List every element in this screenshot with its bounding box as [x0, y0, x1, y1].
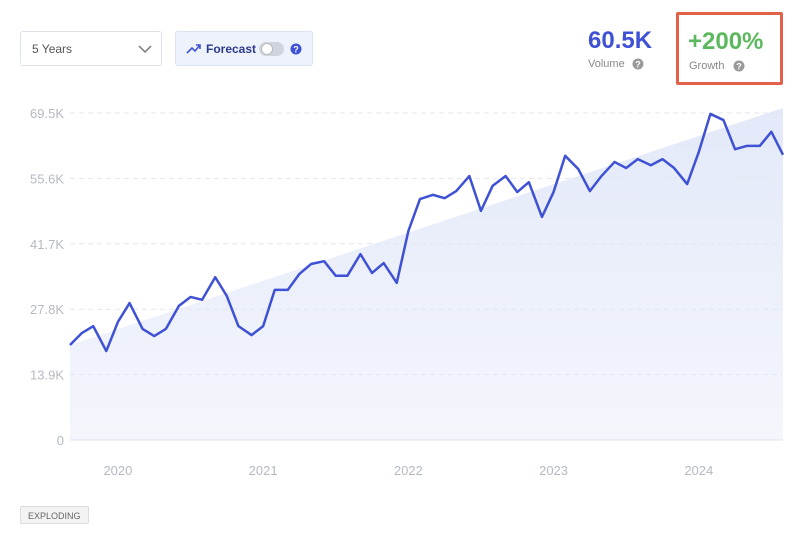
y-tick-label: 41.7K	[30, 237, 64, 252]
badge: EXPLODING	[20, 506, 89, 524]
forecast-label: Forecast	[206, 42, 257, 56]
x-tick-label: 2022	[394, 463, 423, 478]
svg-text:?: ?	[635, 60, 641, 70]
volume-stat: 60.5K Volume ?	[580, 24, 670, 74]
x-tick-label: 2023	[539, 463, 568, 478]
y-tick-label: 0	[57, 433, 64, 448]
range-label: 5 Years	[32, 42, 73, 56]
y-tick-label: 27.8K	[30, 302, 64, 317]
help-icon: ?	[733, 60, 745, 72]
chart: 0 13.9K 27.8K 41.7K 55.6K 69.5K 2020 2021 2022 20…	[30, 106, 785, 478]
switch: ?	[259, 42, 302, 56]
y-tick-label: 69.5K	[30, 106, 64, 121]
trend-icon	[186, 44, 201, 54]
range-dropdown[interactable]: 5 Years	[20, 31, 162, 66]
growth-value: +200%	[688, 28, 764, 55]
line	[69, 112, 785, 353]
x-tick-label: 2021	[249, 463, 278, 478]
x-tick-label: 2020	[103, 463, 132, 478]
volume-value: 60.5K	[588, 27, 653, 54]
forecast-toggle[interactable]: Forecast ?	[175, 31, 313, 66]
x-tick-label: 2024	[684, 463, 713, 478]
help-icon: ?	[632, 58, 644, 70]
growth-label: Growth	[689, 60, 725, 72]
volume-label: Volume	[588, 58, 625, 70]
y-tick-label: 55.6K	[30, 171, 64, 186]
trend-area	[70, 108, 783, 440]
growth-stat: +200% Growth ?	[676, 12, 783, 85]
chevron-icon	[138, 45, 152, 54]
y-tick-label: 13.9K	[30, 368, 64, 383]
svg-text:?: ?	[293, 45, 299, 55]
svg-text:?: ?	[736, 62, 742, 72]
